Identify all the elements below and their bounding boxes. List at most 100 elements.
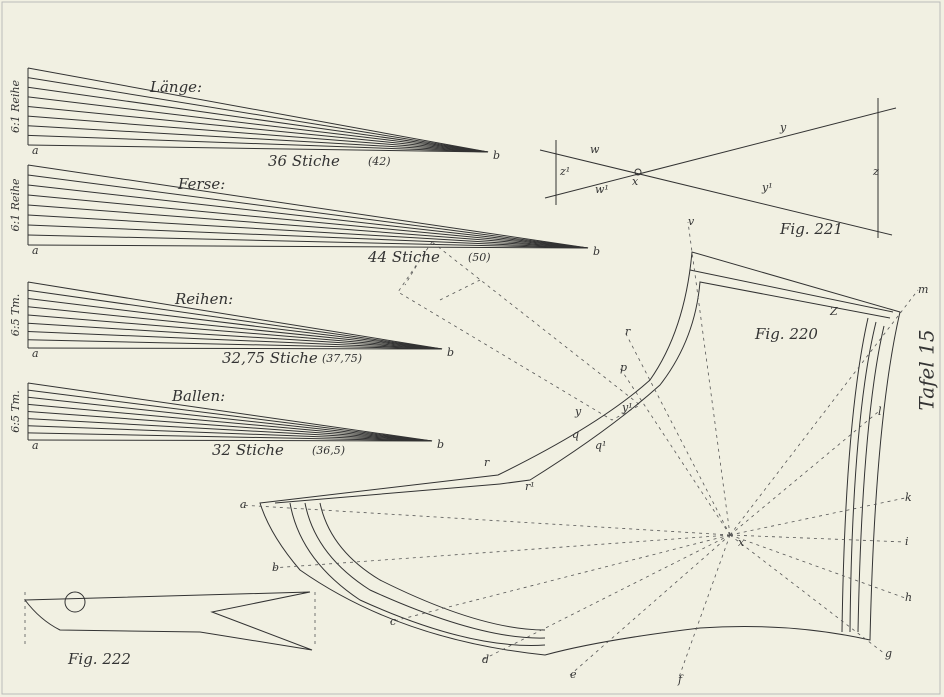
fan-end: b bbox=[447, 346, 454, 359]
point-label: r¹ bbox=[525, 480, 535, 493]
plate-label: Tafel 15 bbox=[915, 329, 939, 410]
stitch-fans: Länge: 6:1 Reihe a b 36 Stiche (42) Ferse: 6:1 … bbox=[9, 67, 600, 459]
construction-ray bbox=[239, 504, 731, 536]
fan-line bbox=[27, 322, 443, 350]
point-label: v bbox=[688, 215, 695, 228]
fan-line bbox=[27, 389, 433, 442]
fan-start: a bbox=[32, 144, 39, 157]
fan-alt: (42) bbox=[368, 155, 391, 168]
point-label: z bbox=[872, 165, 879, 178]
fan-line bbox=[27, 224, 589, 249]
fan-line bbox=[27, 289, 443, 350]
fan-alt: (36,5) bbox=[312, 444, 345, 457]
point-label: l bbox=[878, 405, 882, 418]
fan-line bbox=[27, 298, 443, 350]
fan-side: 6:5 Tm. bbox=[9, 294, 22, 336]
fan-line bbox=[27, 164, 589, 249]
fig-222 bbox=[24, 591, 316, 651]
fan-line bbox=[27, 214, 589, 249]
construction-ray bbox=[481, 534, 731, 661]
fan-end: b bbox=[493, 149, 500, 162]
fan-line bbox=[27, 194, 589, 249]
fan-side: 6:1 Reihe bbox=[9, 178, 22, 232]
fan-line bbox=[27, 77, 489, 153]
fan-line bbox=[27, 204, 589, 249]
fan-line bbox=[27, 96, 489, 153]
fan-title: Länge: bbox=[149, 78, 202, 96]
construction-ray bbox=[389, 534, 731, 623]
point-label: p bbox=[620, 361, 627, 374]
labels: Fig. 221 Fig. 220 Fig. 222 Tafel 15 w z¹ w… bbox=[67, 121, 939, 686]
point-label: g bbox=[885, 647, 892, 660]
construction-ray bbox=[624, 331, 731, 536]
point-label: Z bbox=[829, 305, 838, 318]
fan-line bbox=[27, 347, 443, 350]
fan-line bbox=[27, 411, 433, 442]
fan-line bbox=[27, 425, 433, 442]
point-label: c bbox=[390, 615, 396, 628]
construction-ray bbox=[729, 534, 906, 543]
point-label: h bbox=[905, 591, 912, 604]
point-label: y¹ bbox=[621, 401, 633, 414]
fig-221 bbox=[539, 98, 897, 238]
point-label: w bbox=[590, 143, 600, 156]
point-label: b bbox=[272, 561, 279, 574]
fan-line bbox=[27, 306, 443, 350]
fan-line bbox=[27, 244, 589, 249]
fan-end: b bbox=[593, 245, 600, 258]
fan-start: a bbox=[32, 439, 39, 452]
point-label: q bbox=[572, 428, 579, 441]
point-label: i bbox=[905, 535, 909, 548]
fan-alt: (50) bbox=[468, 251, 491, 264]
point-label: x bbox=[632, 175, 639, 188]
construction-ray bbox=[619, 367, 731, 536]
fan-line bbox=[27, 281, 443, 350]
fan-stitches: 44 Stiche bbox=[367, 248, 440, 266]
fan-line bbox=[27, 184, 589, 249]
fan-stitches: 32 Stiche bbox=[212, 441, 284, 459]
point-label: x bbox=[738, 536, 745, 549]
fan-title: Reihen: bbox=[174, 290, 233, 308]
fan-line bbox=[27, 403, 433, 442]
fan-end: b bbox=[437, 438, 444, 451]
construction-ray bbox=[729, 497, 906, 536]
point-label: a bbox=[240, 498, 247, 511]
fan-line bbox=[27, 125, 489, 153]
fan-line bbox=[27, 382, 433, 442]
fan-start: a bbox=[32, 244, 39, 257]
point-label: r bbox=[625, 325, 631, 338]
fan-stitches: 32,75 Stiche bbox=[222, 349, 318, 367]
fan-start: a bbox=[32, 347, 39, 360]
construction-ray bbox=[677, 534, 731, 681]
fan-side: 6:1 Reihe bbox=[9, 79, 22, 133]
fan-stitches: 36 Stiche bbox=[268, 152, 340, 170]
fan-line bbox=[27, 432, 433, 442]
fan-line bbox=[27, 439, 433, 442]
fan-line bbox=[27, 86, 489, 153]
fan-alt: (37,75) bbox=[322, 352, 362, 365]
fan-line bbox=[27, 115, 489, 153]
point-label: k bbox=[905, 491, 912, 504]
caption: Fig. 222 bbox=[67, 650, 131, 668]
point-label: m bbox=[918, 283, 928, 296]
point-label: r bbox=[484, 456, 490, 469]
point-label: q¹ bbox=[595, 439, 606, 452]
fan-side: 6:5 Tm. bbox=[9, 390, 22, 432]
construction-ray bbox=[729, 289, 919, 536]
fan-line bbox=[27, 418, 433, 442]
point-label: e bbox=[570, 668, 577, 681]
point-label: d bbox=[482, 653, 489, 666]
fan-line bbox=[27, 134, 489, 153]
fig-220 bbox=[239, 221, 919, 681]
point-label: y bbox=[574, 405, 582, 418]
construction-ray bbox=[729, 534, 886, 655]
fan-line bbox=[27, 106, 489, 153]
point-label: f bbox=[677, 673, 684, 686]
point-label: w¹ bbox=[595, 183, 609, 196]
fan-title: Ballen: bbox=[171, 387, 225, 405]
fan-line bbox=[27, 174, 589, 249]
fan-line bbox=[27, 339, 443, 350]
fan-line bbox=[27, 314, 443, 350]
